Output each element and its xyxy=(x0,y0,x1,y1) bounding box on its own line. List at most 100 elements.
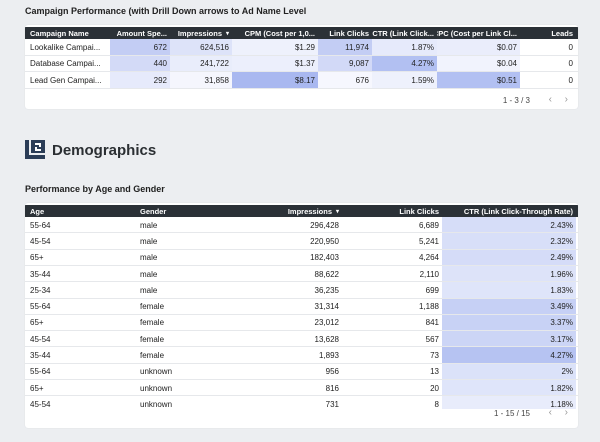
table-cell: 731 xyxy=(325,399,339,409)
column-header[interactable]: Leads xyxy=(551,28,573,38)
table-cell: unknown xyxy=(140,383,173,393)
header-row xyxy=(25,205,578,217)
table-cell: 5,241 xyxy=(418,236,439,246)
row-divider xyxy=(25,297,578,299)
table-cell: 0 xyxy=(568,42,573,52)
sort-arrow[interactable]: ▾ xyxy=(225,30,229,37)
table-cell: 36,235 xyxy=(314,285,339,295)
table-cell: 65+ xyxy=(30,253,44,263)
row-divider xyxy=(25,232,578,234)
campaign-title: Campaign Performance (with Drill Down ar… xyxy=(25,6,307,16)
table-cell: 567 xyxy=(425,334,439,344)
column-header[interactable]: Gender xyxy=(140,206,167,216)
demographics-heading: Demographics xyxy=(52,142,157,159)
table-cell: 31,314 xyxy=(314,302,339,312)
table-cell: 1.96% xyxy=(442,265,576,283)
table-cell: 1,893 xyxy=(318,351,339,361)
table-cell: 1,188 xyxy=(418,302,439,312)
table-cell: 3.49% xyxy=(442,298,576,315)
table-cell: 3.17% xyxy=(442,331,576,348)
table-cell: 55-64 xyxy=(30,302,51,312)
table-cell: male xyxy=(140,220,158,230)
prev-page[interactable]: ‹ xyxy=(548,94,552,105)
table-cell: 292 xyxy=(110,72,170,89)
table-cell: female xyxy=(140,302,165,312)
table-cell: unknown xyxy=(140,367,173,377)
table-body: 55-64 male 296,428 6,689 2.43% 45-54 male 220,9… xyxy=(25,217,578,409)
table-cell: $0.07 xyxy=(437,39,520,56)
table-cell: 65+ xyxy=(30,318,44,328)
row-divider xyxy=(25,362,578,364)
table-cell: 816 xyxy=(325,383,339,393)
table-cell: 841 xyxy=(425,318,439,328)
age-gender-table: Age Gender Impressions ▾ Link Clicks CTR (Lin… xyxy=(25,203,578,428)
table-cell: 672 xyxy=(110,39,170,56)
table-cell: 4.27% xyxy=(372,55,437,72)
column-header[interactable]: CTR (Link Click-Through Rate) xyxy=(463,206,573,216)
table-cell: 1.59% xyxy=(372,72,437,89)
table-cell: 2.32% xyxy=(442,233,576,250)
table-cell: 35-44 xyxy=(30,351,51,361)
column-header[interactable]: CTR (Link Click... xyxy=(372,28,434,38)
column-header[interactable]: Impressions ▾ xyxy=(177,28,229,38)
column-header[interactable]: Link Clicks xyxy=(399,206,439,216)
row-divider xyxy=(25,346,578,348)
table-cell: male xyxy=(140,285,158,295)
table-cell: 23,012 xyxy=(314,318,339,328)
table-cell: 35-44 xyxy=(30,269,51,279)
next-page[interactable]: › xyxy=(564,94,568,105)
table-cell: unknown xyxy=(140,399,173,409)
row-divider xyxy=(25,71,578,72)
table-cell: 624,516 xyxy=(170,39,232,56)
table-cell: Database Campai... xyxy=(30,59,101,69)
table-cell: 6,689 xyxy=(418,220,439,230)
table-cell: female xyxy=(140,334,165,344)
column-header[interactable]: Link Clicks xyxy=(329,28,369,38)
pagination: 1 - 3 / 3 xyxy=(502,96,530,105)
column-header[interactable]: Amount Spe... xyxy=(116,28,167,38)
table-cell: 676 xyxy=(318,72,372,89)
table-cell: $8.17 xyxy=(232,72,318,89)
prev-page[interactable]: ‹ xyxy=(548,407,552,418)
table-cell: female xyxy=(140,318,165,328)
table-cell: 220,950 xyxy=(310,236,339,246)
table-cell: male xyxy=(140,269,158,279)
column-header[interactable]: CPM (Cost per 1,0... xyxy=(244,28,315,38)
table-cell: 1.83% xyxy=(442,282,576,299)
table-cell: male xyxy=(140,253,158,263)
table-cell: 45-54 xyxy=(30,236,51,246)
table-cell: 25-34 xyxy=(30,285,51,295)
table-cell: 20 xyxy=(430,383,439,393)
table-cell: 1.82% xyxy=(442,380,576,397)
row-divider xyxy=(25,330,578,332)
table-cell: 45-54 xyxy=(30,334,51,344)
table-cell: Lead Gen Campai... xyxy=(30,75,102,85)
table-cell: 8 xyxy=(434,399,439,409)
table-cell: 3.37% xyxy=(442,314,576,332)
table-cell: 2.49% xyxy=(442,249,576,266)
row-divider xyxy=(25,54,578,56)
table-cell: 1.18% xyxy=(442,396,576,409)
next-page[interactable]: › xyxy=(564,407,568,418)
table-cell: $1.37 xyxy=(232,55,318,72)
demographics-icon xyxy=(25,140,45,159)
row-divider xyxy=(25,395,578,397)
column-header[interactable]: Age xyxy=(30,206,45,216)
header-row xyxy=(25,27,578,39)
table-cell: 1.87% xyxy=(372,39,437,56)
table-cell: female xyxy=(140,351,165,361)
table-cell: 45-54 xyxy=(30,399,51,409)
table-cell: 11,974 xyxy=(318,39,372,56)
column-header[interactable]: Campaign Name xyxy=(30,28,89,38)
row-divider xyxy=(25,264,578,266)
table-cell: 182,403 xyxy=(310,253,339,263)
table-body: Lookalike Campai... 672 624,516 $1.29 11,974… xyxy=(25,39,578,89)
row-divider xyxy=(25,248,578,250)
sort-arrow[interactable]: ▾ xyxy=(335,208,339,215)
column-header[interactable]: Impressions ▾ xyxy=(287,206,339,216)
age-gender-title: Performance by Age and Gender xyxy=(25,184,165,194)
table-cell: 55-64 xyxy=(30,367,51,377)
column-header[interactable]: CPC (Cost per Link Cl... xyxy=(437,28,517,38)
table-cell: 73 xyxy=(430,351,439,361)
